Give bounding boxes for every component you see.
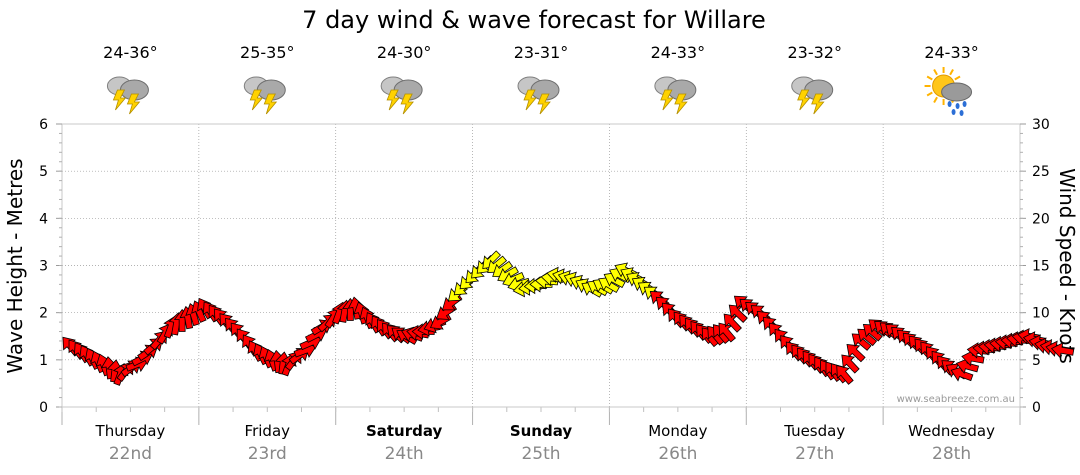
day-temperature: 24-30° (377, 43, 432, 62)
left-tick-label: 5 (39, 164, 48, 180)
day-name-label: Wednesday (908, 422, 995, 440)
wind-arrow (728, 304, 748, 323)
day-temperature: 24-33° (651, 43, 706, 62)
wind-arrow (1050, 342, 1075, 359)
wind-arrow (841, 354, 860, 374)
day-labels: Thursday 22nd Friday 23rd Saturday 24th Sunday… (95, 422, 996, 464)
sun-ray (926, 75, 933, 81)
rain-drop (947, 101, 952, 107)
chart-title: 7 day wind & wave forecast for Willare (302, 6, 766, 34)
day-temperature: 25-35° (240, 43, 295, 62)
rain-cloud (941, 82, 973, 102)
thunderstorm-icon (243, 76, 286, 115)
right-tick-label: 5 (1032, 353, 1041, 369)
sun-ray (933, 96, 938, 103)
day-date-label: 26th (658, 444, 697, 464)
wind-arrow (723, 313, 742, 333)
right-tick-label: 20 (1032, 211, 1050, 227)
left-axis: 0 1 2 3 4 5 6 (39, 117, 62, 416)
wind-series (62, 250, 1075, 386)
left-tick-label: 3 (39, 259, 48, 275)
thunderstorm-icon (791, 76, 834, 115)
weather-row: 24-36° 25-35° 24-30° 23-31° 24-33° 23-32° 24-3… (103, 43, 979, 116)
thunderstorm-icon (106, 76, 149, 115)
lightning-bolt (263, 93, 278, 115)
right-tick-label: 30 (1032, 117, 1050, 133)
grid (61, 124, 1021, 425)
thunderstorm-icon (517, 76, 560, 115)
day-date-label: 24th (385, 444, 424, 464)
wind-arrow (862, 324, 883, 342)
day-date-label: 22nd (109, 444, 152, 464)
right-tick-label: 15 (1032, 259, 1050, 275)
lightning-bolt (112, 89, 127, 111)
lightning-bolt (797, 89, 811, 111)
left-tick-label: 1 (39, 353, 48, 369)
right-tick-label: 0 (1032, 400, 1041, 416)
day-date-label: 28th (932, 444, 971, 464)
sun-ray (949, 69, 954, 76)
lightning-bolt (811, 93, 825, 115)
day-name-label: Sunday (510, 422, 573, 440)
rain-drop (951, 109, 956, 115)
sun-rain-icon (924, 67, 973, 116)
lightning-bolt (674, 93, 688, 115)
left-tick-label: 2 (39, 306, 48, 322)
day-temperature: 23-31° (514, 43, 569, 62)
rain-drop (955, 103, 960, 109)
day-name-label: Saturday (366, 422, 443, 440)
right-axis-label: Wind Speed - Knots (1055, 168, 1079, 364)
wind-arrow (961, 349, 985, 367)
day-temperature: 23-32° (787, 43, 842, 62)
thunderstorm-icon (380, 76, 423, 115)
left-axis-label: Wave Height - Metres (3, 158, 27, 373)
wind-arrow (846, 343, 866, 363)
right-axis: 0 5 10 15 20 25 30 (1020, 117, 1050, 416)
rain-drop (959, 110, 964, 116)
left-tick-label: 6 (39, 117, 48, 133)
day-date-label: 27th (795, 444, 834, 464)
thunderstorm-icon (654, 76, 697, 115)
day-name-label: Tuesday (783, 422, 845, 440)
lightning-bolt (386, 89, 400, 111)
left-tick-label: 4 (39, 211, 48, 227)
plot-frame (61, 123, 1021, 408)
day-date-label: 23rd (248, 444, 287, 464)
left-tick-label: 0 (39, 400, 48, 416)
day-date-label: 25th (521, 444, 560, 464)
wind-arrow (851, 333, 872, 351)
lightning-bolt (400, 93, 414, 115)
day-name-label: Thursday (95, 422, 166, 440)
day-temperature: 24-36° (103, 43, 158, 62)
wind-arrow (950, 365, 974, 382)
sun-ray (954, 75, 961, 81)
day-name-label: Friday (245, 422, 291, 440)
right-tick-label: 25 (1032, 164, 1050, 180)
lightning-bolt (126, 93, 141, 115)
lightning-bolt (537, 93, 551, 115)
rain-drop (962, 101, 967, 107)
lightning-bolt (249, 89, 264, 111)
right-tick-label: 10 (1032, 306, 1050, 322)
lightning-bolt (660, 89, 674, 111)
sun-ray (926, 91, 933, 97)
wind-arrow (857, 328, 878, 347)
lightning-bolt (523, 89, 537, 111)
wind-arrow (955, 357, 980, 374)
day-name-label: Monday (648, 422, 707, 440)
day-temperature: 24-33° (924, 43, 979, 62)
sun-ray (933, 69, 938, 76)
watermark: www.seabreeze.com.au (897, 394, 1015, 405)
